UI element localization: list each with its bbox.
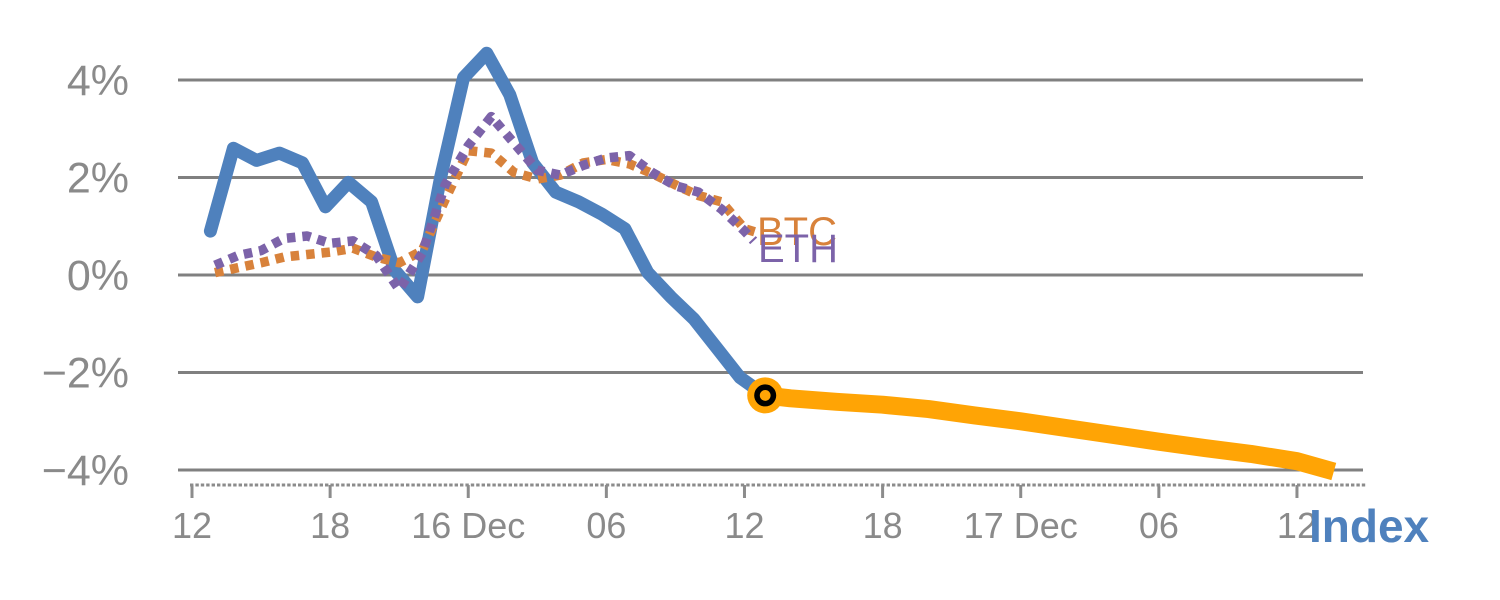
x-tick-label: 16 Dec (411, 505, 525, 546)
y-tick-label: −2% (42, 350, 129, 398)
y-tick-label: −4% (42, 447, 129, 495)
x-axis-labels: 12 18 16 Dec 06 12 18 17 Dec 06 12 (172, 505, 1317, 546)
y-axis-labels: 4% 2% 0% −2% −4% (42, 57, 129, 495)
series-line-index (203, 46, 772, 402)
y-tick-label: 0% (67, 252, 129, 300)
x-axis (190, 483, 1367, 498)
series-line-eth (213, 111, 758, 295)
series-line-index-forecast (764, 386, 1337, 481)
index-series-label: Index (1309, 500, 1430, 552)
y-tick-label: 4% (67, 57, 129, 105)
forecast-start-marker (747, 377, 784, 414)
series-line-btc (214, 145, 762, 278)
x-tick-label: 17 Dec (964, 505, 1078, 546)
x-tick-label: 18 (310, 505, 350, 546)
x-tick-label: 18 (863, 505, 903, 546)
x-tick-label: 06 (586, 505, 626, 546)
marker-group (747, 377, 784, 414)
gridlines (178, 78, 1363, 472)
x-tick-label: 12 (1277, 505, 1317, 546)
y-tick-label: 2% (67, 155, 129, 203)
eth-series-label: ETH (758, 227, 838, 271)
x-tick-label: 06 (1139, 505, 1179, 546)
x-tick-label: 12 (172, 505, 212, 546)
forecast-start-marker-ring (754, 384, 777, 407)
series-lines (203, 46, 1337, 481)
btc-series-label: BTC (757, 210, 837, 254)
x-tick-label: 12 (724, 505, 764, 546)
